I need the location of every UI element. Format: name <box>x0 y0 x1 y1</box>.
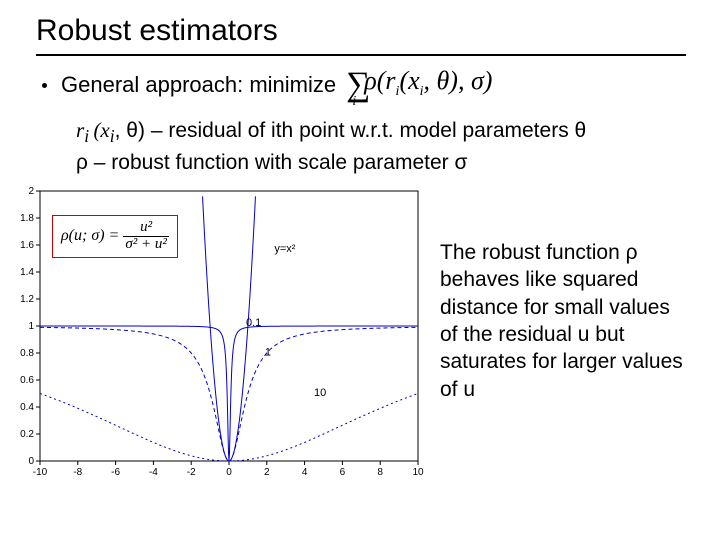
svg-text:0: 0 <box>226 467 232 478</box>
svg-text:0.6: 0.6 <box>20 375 34 386</box>
svg-text:1.2: 1.2 <box>20 294 34 305</box>
svg-text:1.6: 1.6 <box>20 240 34 251</box>
svg-text:0.1: 0.1 <box>246 317 261 329</box>
svg-text:1: 1 <box>265 347 271 359</box>
svg-text:-2: -2 <box>187 467 196 478</box>
bullet-row: General approach: minimize ∑iρ(ri(xi, θ)… <box>0 56 720 108</box>
bullet-dot <box>42 83 47 88</box>
svg-text:-4: -4 <box>149 467 158 478</box>
definitions-block: ri (xi, θ) – residual of ith point w.r.t… <box>0 108 720 177</box>
svg-text:10: 10 <box>412 467 424 478</box>
svg-text:10: 10 <box>314 387 326 399</box>
svg-text:8: 8 <box>377 467 383 478</box>
def-rho: ρ – robust function with scale parameter… <box>76 149 680 177</box>
def-residual: ri (xi, θ) – residual of ith point w.r.t… <box>76 116 680 149</box>
side-explanation: The robust function ρ behaves like squar… <box>426 183 700 403</box>
svg-text:0.2: 0.2 <box>20 429 34 440</box>
svg-text:1: 1 <box>28 321 34 332</box>
svg-text:0: 0 <box>28 456 34 467</box>
chart-container: -10 -8 -6 -4 -2 0 2 4 6 8 10 0 0.2 0.4 0.6 0.8 1 1.2 1.4 1.… <box>6 183 426 488</box>
page-title: Robust estimators <box>0 0 720 54</box>
svg-text:-8: -8 <box>73 467 82 478</box>
formula-sum: ∑iρ(ri(xi, θ), σ) <box>346 66 492 104</box>
svg-text:0.8: 0.8 <box>20 348 34 359</box>
svg-text:4: 4 <box>302 467 308 478</box>
svg-text:1.4: 1.4 <box>20 267 34 278</box>
svg-text:2: 2 <box>28 186 34 197</box>
bullet-text: General approach: minimize <box>61 72 336 98</box>
svg-text:-10: -10 <box>33 467 48 478</box>
svg-text:6: 6 <box>340 467 346 478</box>
svg-text:1.8: 1.8 <box>20 213 34 224</box>
svg-text:0.4: 0.4 <box>20 402 34 413</box>
rho-formula-box: ρ(u; σ) = u² σ² + u² <box>52 215 178 258</box>
svg-text:-6: -6 <box>111 467 120 478</box>
svg-text:2: 2 <box>264 467 270 478</box>
svg-text:y=x²: y=x² <box>274 243 295 255</box>
